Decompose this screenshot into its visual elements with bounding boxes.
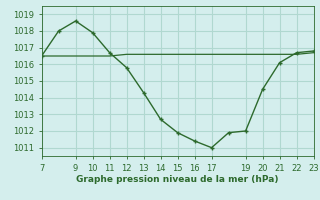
X-axis label: Graphe pression niveau de la mer (hPa): Graphe pression niveau de la mer (hPa) xyxy=(76,175,279,184)
